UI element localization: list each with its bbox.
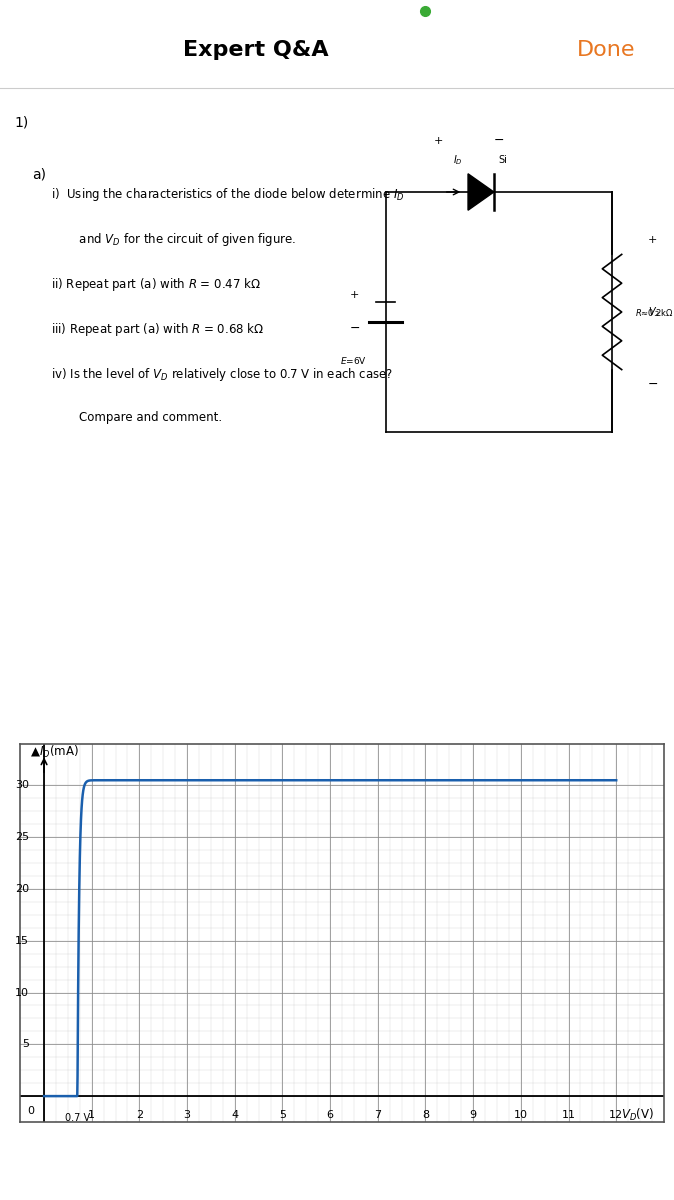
Text: $I_D$: $I_D$ (454, 154, 463, 167)
Text: Expert Q&A: Expert Q&A (183, 40, 329, 60)
Text: 3: 3 (183, 1110, 191, 1120)
Text: 6: 6 (327, 1110, 334, 1120)
Text: iii) Repeat part (a) with $R$ = 0.68 kΩ: iii) Repeat part (a) with $R$ = 0.68 kΩ (51, 322, 264, 338)
Text: 0: 0 (27, 1106, 34, 1116)
Text: ii) Repeat part (a) with $R$ = 0.47 kΩ: ii) Repeat part (a) with $R$ = 0.47 kΩ (51, 276, 260, 293)
Text: +: + (648, 235, 657, 245)
Text: $E$=6V: $E$=6V (340, 354, 367, 366)
Text: $▲ I_D$(mA): $▲ I_D$(mA) (30, 744, 79, 760)
Text: 25: 25 (15, 833, 29, 842)
Text: 9: 9 (470, 1110, 477, 1120)
Text: 20: 20 (15, 884, 29, 894)
Text: 10: 10 (514, 1110, 528, 1120)
Text: 1: 1 (88, 1110, 95, 1120)
Text: Si: Si (499, 155, 508, 166)
Text: and $V_D$ for the circuit of given figure.: and $V_D$ for the circuit of given figur… (64, 232, 297, 248)
Text: +: + (434, 136, 443, 146)
Text: 0.7 V: 0.7 V (65, 1112, 90, 1123)
Text: 5: 5 (22, 1039, 29, 1049)
Text: Done: Done (578, 40, 636, 60)
Text: 10: 10 (15, 988, 29, 997)
Text: $V_2$: $V_2$ (648, 305, 660, 319)
Text: 7: 7 (374, 1110, 381, 1120)
Text: $V_D$(V): $V_D$(V) (621, 1106, 654, 1122)
Text: 15: 15 (15, 936, 29, 946)
Text: 4: 4 (231, 1110, 239, 1120)
Text: 11: 11 (561, 1110, 576, 1120)
Polygon shape (468, 174, 494, 210)
Text: 5: 5 (279, 1110, 286, 1120)
Text: 30: 30 (15, 780, 29, 791)
Text: −: − (648, 378, 658, 390)
Text: −: − (350, 323, 360, 335)
Text: 8: 8 (422, 1110, 429, 1120)
Text: $R$≈0.2kΩ: $R$≈0.2kΩ (635, 306, 673, 318)
Text: a): a) (32, 167, 47, 181)
Text: iv) Is the level of $V_D$ relatively close to 0.7 V in each case?: iv) Is the level of $V_D$ relatively clo… (51, 366, 393, 383)
Text: Compare and comment.: Compare and comment. (64, 410, 222, 424)
Text: i)  Using the characteristics of the diode below determine $I_D$: i) Using the characteristics of the diod… (51, 186, 404, 203)
Text: 2: 2 (136, 1110, 143, 1120)
Text: −: − (494, 134, 504, 146)
Text: +: + (350, 290, 359, 300)
Text: 12: 12 (609, 1110, 623, 1120)
Text: 1): 1) (15, 115, 29, 130)
